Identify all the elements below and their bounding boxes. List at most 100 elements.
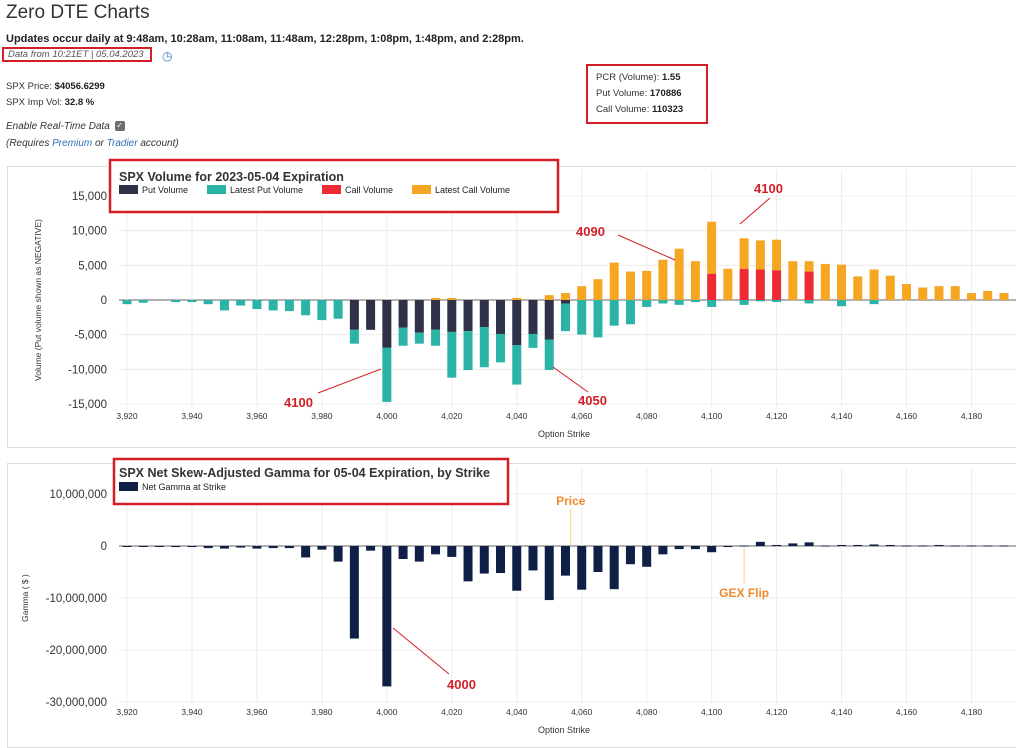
net-gamma-bar[interactable] (512, 546, 522, 591)
net-gamma-bar[interactable] (431, 546, 441, 555)
realtime-checkbox[interactable]: ✓ (114, 121, 125, 131)
put-volume-bar[interactable] (463, 300, 473, 332)
net-gamma-bar[interactable] (317, 546, 327, 550)
net-gamma-bar[interactable] (447, 546, 457, 557)
net-gamma-bar[interactable] (707, 546, 717, 553)
net-gamma-bar[interactable] (999, 545, 1009, 547)
latest-put-volume-bar[interactable] (772, 300, 782, 303)
latest-put-volume-bar[interactable] (496, 333, 506, 363)
latest-put-volume-bar[interactable] (284, 300, 294, 312)
net-gamma-bar[interactable] (820, 545, 830, 547)
net-gamma-bar[interactable] (642, 546, 652, 567)
latest-call-volume-bar[interactable] (918, 287, 928, 300)
net-gamma-bar[interactable] (349, 546, 359, 639)
latest-call-volume-bar[interactable] (999, 293, 1009, 300)
latest-call-volume-bar[interactable] (577, 286, 587, 300)
put-volume-bar[interactable] (512, 300, 522, 346)
put-volume-bar[interactable] (366, 300, 376, 330)
net-gamma-bar[interactable] (366, 546, 376, 551)
latest-put-volume-bar[interactable] (674, 300, 684, 305)
latest-put-volume-bar[interactable] (414, 332, 424, 344)
net-gamma-bar[interactable] (869, 544, 879, 546)
net-gamma-bar[interactable] (577, 546, 587, 590)
net-gamma-bar[interactable] (658, 546, 668, 555)
latest-call-volume-bar[interactable] (739, 238, 749, 269)
net-gamma-bar[interactable] (333, 546, 343, 562)
latest-call-volume-bar[interactable] (772, 239, 782, 271)
net-gamma-bar[interactable] (463, 546, 473, 582)
net-gamma-bar[interactable] (837, 544, 847, 546)
legend-net-gamma[interactable]: Net Gamma at Strike (142, 482, 226, 492)
net-gamma-bar[interactable] (625, 546, 635, 565)
latest-put-volume-bar[interactable] (203, 300, 213, 305)
net-gamma-bar[interactable] (853, 544, 863, 546)
net-gamma-bar[interactable] (398, 546, 408, 559)
latest-put-volume-bar[interactable] (837, 300, 847, 307)
call-volume-bar[interactable] (707, 273, 717, 300)
latest-put-volume-bar[interactable] (219, 300, 229, 311)
latest-call-volume-bar[interactable] (966, 293, 976, 300)
latest-put-volume-bar[interactable] (560, 303, 570, 332)
latest-put-volume-bar[interactable] (804, 300, 814, 304)
latest-put-volume-bar[interactable] (236, 300, 246, 306)
latest-put-volume-bar[interactable] (398, 327, 408, 346)
latest-put-volume-bar[interactable] (447, 331, 457, 378)
latest-put-volume-bar[interactable] (528, 333, 538, 348)
latest-call-volume-bar[interactable] (755, 240, 765, 270)
put-volume-bar[interactable] (528, 300, 538, 334)
net-gamma-bar[interactable] (772, 544, 782, 546)
latest-put-volume-bar[interactable] (690, 300, 700, 303)
legend-put-volume[interactable]: Put Volume (142, 185, 188, 195)
data-date-picker[interactable]: 05.04.2023 (96, 49, 144, 60)
put-volume-bar[interactable] (479, 300, 489, 328)
put-volume-bar[interactable] (447, 300, 457, 332)
latest-put-volume-bar[interactable] (382, 347, 392, 402)
latest-call-volume-bar[interactable] (853, 276, 863, 300)
latest-call-volume-bar[interactable] (560, 293, 570, 300)
net-gamma-bar[interactable] (755, 541, 765, 546)
net-gamma-bar[interactable] (301, 546, 311, 558)
net-gamma-bar[interactable] (154, 546, 164, 547)
net-gamma-bar[interactable] (138, 546, 148, 547)
latest-call-volume-bar[interactable] (707, 221, 717, 274)
put-volume-bar[interactable] (431, 300, 441, 330)
latest-put-volume-bar[interactable] (658, 300, 668, 304)
call-volume-bar[interactable] (755, 269, 765, 300)
latest-put-volume-bar[interactable] (138, 300, 148, 303)
latest-put-volume-bar[interactable] (479, 327, 489, 368)
latest-call-volume-bar[interactable] (804, 261, 814, 272)
net-gamma-bar[interactable] (918, 545, 928, 547)
latest-call-volume-bar[interactable] (658, 259, 668, 300)
latest-put-volume-bar[interactable] (463, 331, 473, 371)
net-gamma-bar[interactable] (723, 546, 733, 548)
put-volume-bar[interactable] (398, 300, 408, 328)
call-volume-bar[interactable] (804, 271, 814, 300)
net-gamma-bar[interactable] (122, 546, 132, 547)
latest-call-volume-bar[interactable] (593, 279, 603, 300)
latest-call-volume-bar[interactable] (820, 263, 830, 300)
latest-put-volume-bar[interactable] (301, 300, 311, 316)
latest-call-volume-bar[interactable] (447, 297, 457, 300)
latest-put-volume-bar[interactable] (869, 300, 879, 305)
net-gamma-bar[interactable] (219, 546, 229, 549)
net-gamma-bar[interactable] (203, 546, 213, 549)
latest-put-volume-bar[interactable] (512, 345, 522, 385)
net-gamma-bar[interactable] (528, 546, 538, 571)
latest-call-volume-bar[interactable] (609, 262, 619, 300)
net-gamma-bar[interactable] (252, 546, 262, 549)
latest-put-volume-bar[interactable] (252, 300, 262, 310)
latest-call-volume-bar[interactable] (869, 269, 879, 300)
put-volume-bar[interactable] (560, 300, 570, 304)
latest-call-volume-bar[interactable] (837, 264, 847, 300)
premium-link[interactable]: Premium (52, 138, 93, 149)
net-gamma-bar[interactable] (804, 542, 814, 546)
tradier-link[interactable]: Tradier (106, 138, 138, 149)
latest-put-volume-bar[interactable] (577, 300, 587, 335)
net-gamma-bar[interactable] (171, 546, 181, 548)
latest-call-volume-bar[interactable] (690, 261, 700, 300)
latest-put-volume-bar[interactable] (625, 300, 635, 325)
put-volume-bar[interactable] (496, 300, 506, 334)
latest-call-volume-bar[interactable] (544, 295, 554, 300)
history-clock-icon[interactable]: ◷ (162, 49, 173, 63)
net-gamma-bar[interactable] (609, 546, 619, 590)
